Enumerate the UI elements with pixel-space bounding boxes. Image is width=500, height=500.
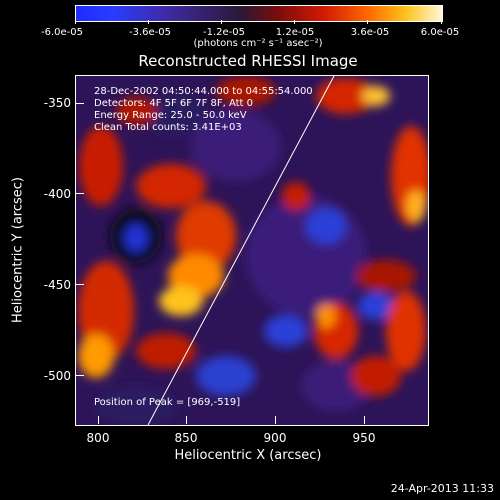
peak-position: Position of Peak = [969,-519] — [94, 397, 241, 408]
limb-line — [147, 76, 335, 425]
colorbar-units: (photons cm⁻² s⁻¹ asec⁻²) — [193, 38, 323, 49]
colorbar-label: -3.6e-05 — [129, 27, 171, 38]
y-tick — [76, 375, 84, 376]
colorbar-label: 6.0e-05 — [420, 27, 460, 38]
y-tick-label: -500 — [43, 369, 71, 383]
colorbar-tick — [367, 20, 368, 24]
info-line: Energy Range: 25.0 - 50.0 keV — [94, 110, 247, 121]
colorbar-tick — [441, 20, 442, 24]
colorbar-tick — [75, 20, 76, 24]
y-tick-label: -350 — [43, 96, 71, 110]
y-tick-label: -400 — [43, 187, 71, 201]
x-tick-label: 950 — [352, 431, 376, 445]
x-tick — [275, 416, 276, 424]
info-line: Detectors: 4F 5F 6F 7F 8F, Att 0 — [94, 98, 254, 109]
colorbar-label: -6.0e-05 — [41, 27, 83, 38]
colorbar — [75, 5, 443, 22]
y-tick-label: -450 — [43, 278, 71, 292]
heatmap-image — [76, 76, 428, 425]
colorbar-tick — [148, 20, 149, 24]
y-tick — [76, 284, 84, 285]
colorbar-tick — [221, 20, 222, 24]
x-tick-label: 800 — [86, 431, 110, 445]
plot-title: Reconstructed RHESSI Image — [138, 52, 358, 70]
colorbar-label: 1.2e-05 — [275, 27, 315, 38]
x-tick — [98, 416, 99, 424]
y-axis-label: Heliocentric Y (arcsec) — [10, 177, 26, 323]
colorbar-tick — [294, 20, 295, 24]
x-tick — [364, 416, 365, 424]
y-tick — [76, 103, 84, 104]
x-tick-label: 850 — [174, 431, 198, 445]
colorbar-label: -1.2e-05 — [203, 27, 245, 38]
info-line: 28-Dec-2002 04:50:44.000 to 04:55:54.000 — [94, 86, 313, 97]
colorbar-label: 3.6e-05 — [350, 27, 390, 38]
y-tick — [76, 193, 84, 194]
x-axis-label: Heliocentric X (arcsec) — [174, 448, 322, 463]
footer-date: 24-Apr-2013 11:33 — [390, 482, 494, 495]
info-line: Clean Total counts: 3.41E+03 — [94, 122, 242, 133]
x-tick-label: 900 — [263, 431, 287, 445]
x-tick — [186, 416, 187, 424]
image-plot: 28-Dec-2002 04:50:44.000 to 04:55:54.000… — [75, 75, 429, 426]
